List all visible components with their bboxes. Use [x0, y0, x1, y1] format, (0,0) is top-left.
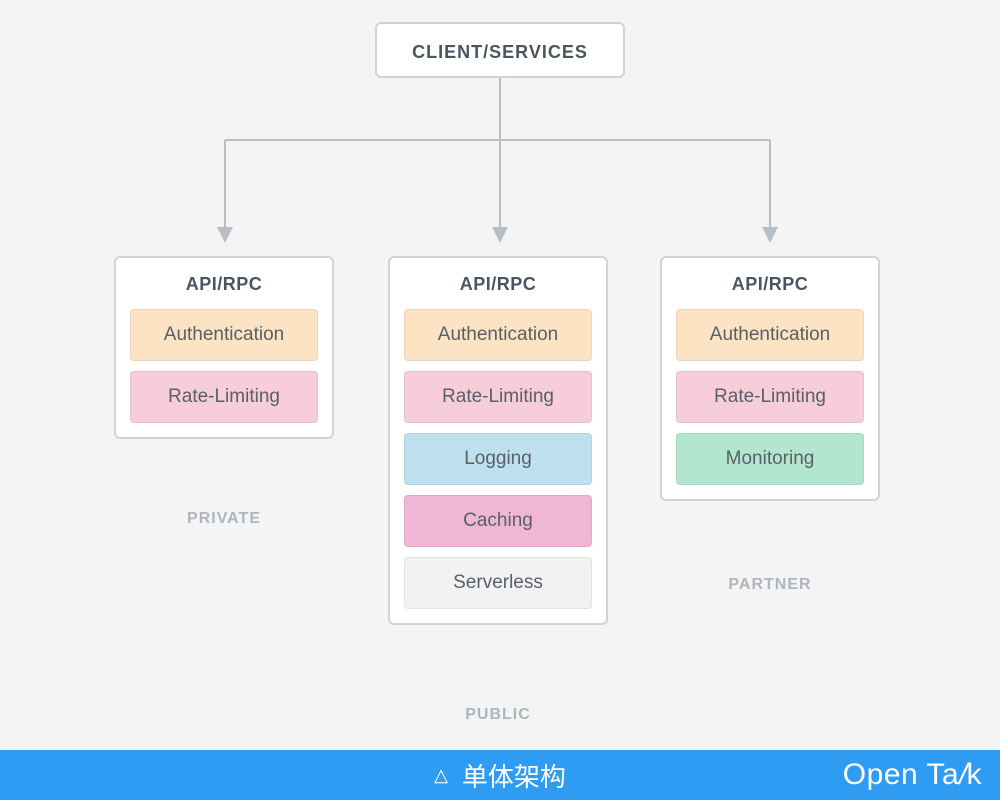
section-label-partner: PARTNER [660, 576, 880, 594]
api-box-title: API/RPC [130, 274, 318, 295]
brand-text-right: k [967, 758, 983, 791]
feature-pill: Authentication [130, 309, 318, 361]
feature-pill: Authentication [676, 309, 864, 361]
feature-pill: Monitoring [676, 433, 864, 485]
api-box-title: API/RPC [404, 274, 592, 295]
footer-bar: △ 单体架构 Open Ta/k [0, 750, 1000, 800]
feature-pill: Serverless [404, 557, 592, 609]
client-services-node: CLIENT/SERVICES [375, 22, 625, 78]
api-box-partner: API/RPC Authentication Rate-Limiting Monito… [660, 256, 880, 501]
feature-pill: Rate-Limiting [676, 371, 864, 423]
section-label-private: PRIVATE [114, 510, 334, 528]
api-box-public: API/RPC Authentication Rate-Limiting Loggin… [388, 256, 608, 625]
api-box-private: API/RPC Authentication Rate-Limiting [114, 256, 334, 439]
api-box-title: API/RPC [676, 274, 864, 295]
feature-pill: Logging [404, 433, 592, 485]
diagram-canvas: CLIENT/SERVICES API/RPC Authentication Rat… [0, 0, 1000, 750]
section-label-public: PUBLIC [388, 706, 608, 724]
brand-text-left: Open Ta [843, 758, 959, 791]
feature-pill: Caching [404, 495, 592, 547]
footer-title: △ 单体架构 [434, 757, 566, 794]
client-services-label: CLIENT/SERVICES [412, 42, 588, 62]
feature-pill: Authentication [404, 309, 592, 361]
footer-brand: Open Ta/k [843, 758, 982, 792]
feature-pill: Rate-Limiting [130, 371, 318, 423]
triangle-icon: △ [434, 765, 448, 786]
feature-pill: Rate-Limiting [404, 371, 592, 423]
footer-title-text: 单体架构 [462, 757, 566, 794]
brand-slash: / [959, 758, 966, 791]
